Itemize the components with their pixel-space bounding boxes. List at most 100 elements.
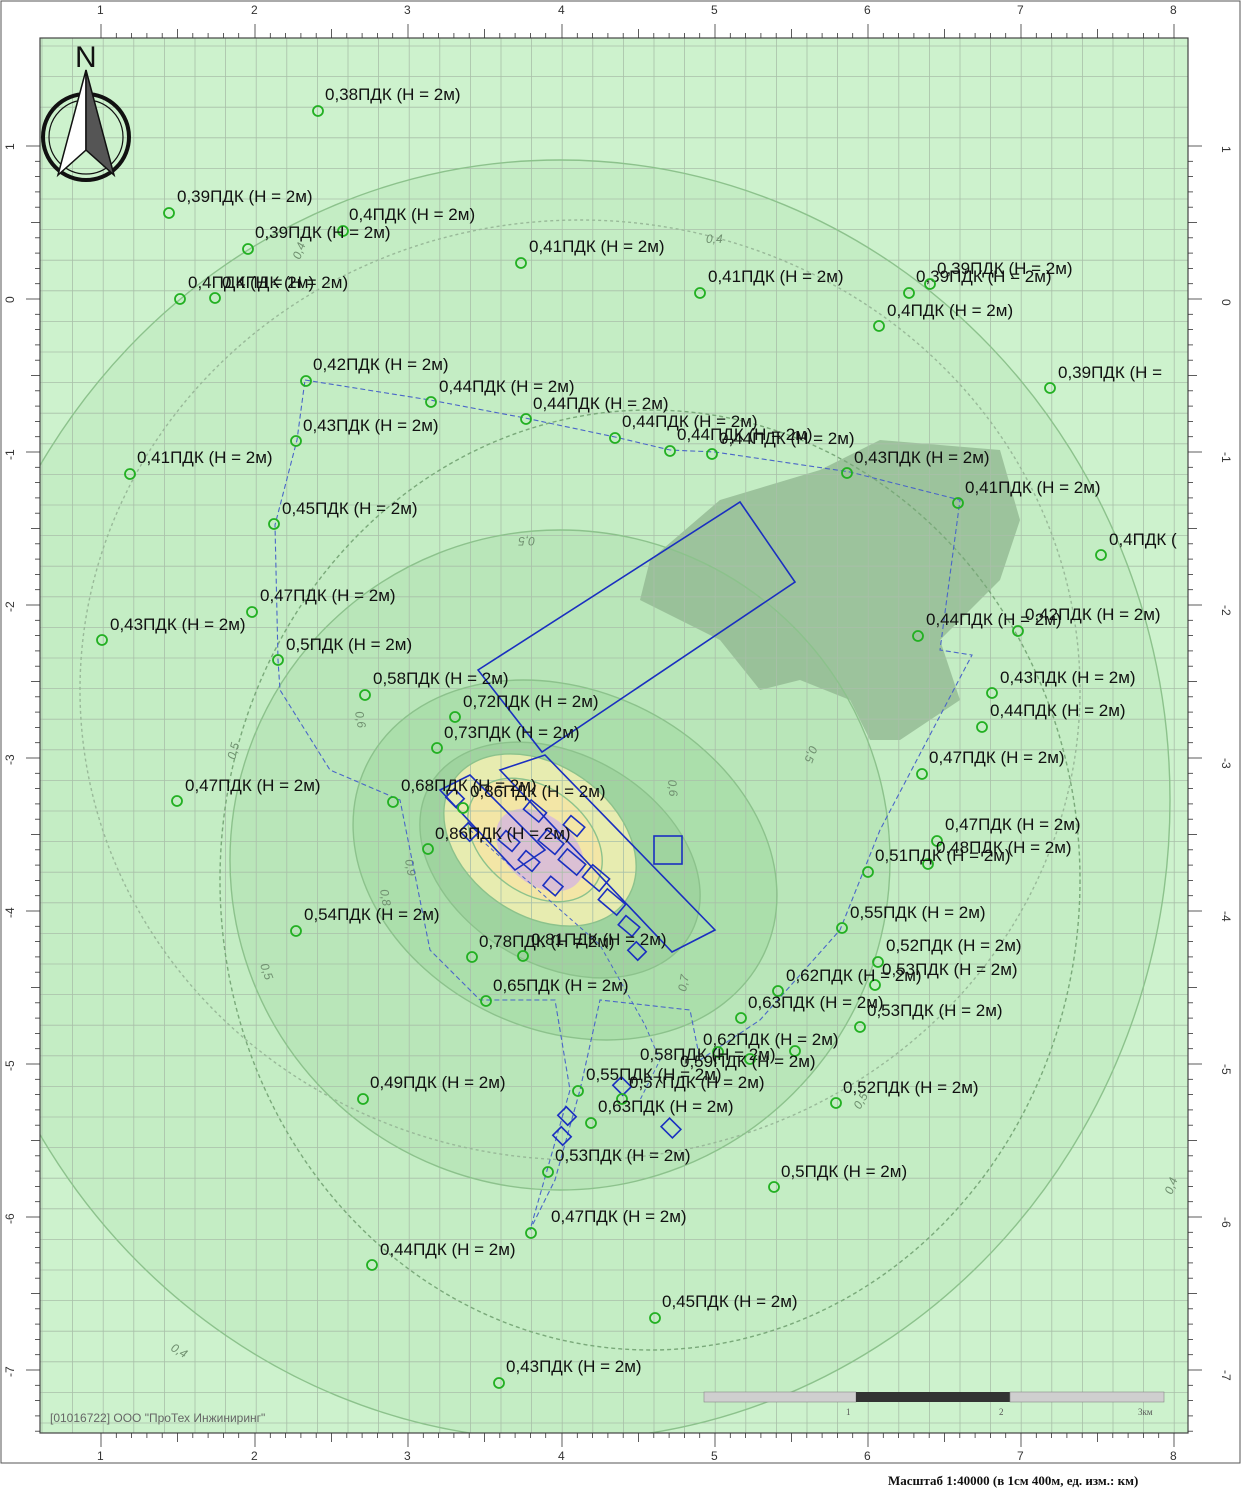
calc-point-marker[interactable]: [542, 1166, 554, 1178]
calc-point[interactable]: 0,43ПДК (Н = 2м): [986, 668, 1136, 699]
calc-point[interactable]: 0,4ПДК (Н = 2м): [174, 273, 314, 305]
calc-point[interactable]: 0,65ПДК (Н = 2м): [480, 976, 629, 1007]
calc-point[interactable]: 0,39ПДК (Н = 2м): [903, 267, 1052, 299]
calc-point-marker[interactable]: [922, 858, 934, 870]
calc-point[interactable]: 0,63ПДК (Н = 2м): [735, 993, 884, 1024]
calc-point[interactable]: 0,43ПДК (Н = 2м): [96, 615, 246, 646]
calc-point-marker[interactable]: [515, 257, 527, 269]
calc-point-marker[interactable]: [931, 835, 943, 847]
calc-point-marker[interactable]: [916, 768, 928, 780]
calc-point-marker[interactable]: [290, 925, 302, 937]
calc-point-marker[interactable]: [357, 1093, 369, 1105]
calc-point[interactable]: 0,43ПДК (Н = 2м): [841, 448, 990, 479]
calc-point-marker[interactable]: [772, 985, 784, 997]
calc-point-marker[interactable]: [585, 1117, 597, 1129]
calc-point-marker[interactable]: [735, 1012, 747, 1024]
calc-point-marker[interactable]: [520, 413, 532, 425]
calc-point[interactable]: 0,41ПДК (Н = 2м): [515, 237, 665, 269]
calc-point[interactable]: 0,55ПДК (Н = 2м): [572, 1065, 722, 1097]
calc-point[interactable]: 0,52ПДК (Н = 2м): [830, 1078, 979, 1109]
calc-point-marker[interactable]: [422, 843, 434, 855]
calc-point[interactable]: 0,47ПДК (Н = 2м): [171, 776, 321, 807]
calc-point-marker[interactable]: [830, 1097, 842, 1109]
calc-point[interactable]: 0,52ПДК (Н = 2м): [872, 936, 1022, 968]
calc-point[interactable]: 0,48ПДК (Н = 2м): [922, 838, 1072, 870]
calc-point[interactable]: 0,58ПДК (Н = 2м): [640, 1045, 776, 1064]
calc-point-marker[interactable]: [572, 1085, 584, 1097]
calc-point[interactable]: 0,42ПДК (Н = 2м): [300, 355, 449, 387]
calc-point[interactable]: 0,53ПДК (Н = 2м): [869, 960, 1018, 991]
calc-point-marker[interactable]: [96, 634, 108, 646]
calc-point-marker[interactable]: [425, 396, 437, 408]
calc-point-marker[interactable]: [174, 293, 186, 305]
calc-point[interactable]: 0,47ПДК (Н = 2м): [916, 748, 1065, 780]
calc-point-marker[interactable]: [744, 1053, 756, 1065]
calc-point[interactable]: 0,58ПДК (Н = 2м): [359, 669, 509, 701]
calc-point[interactable]: 0,4ПДК (Н = 2м): [337, 205, 475, 237]
calc-point[interactable]: 0,44ПДК (Н = 2м): [976, 701, 1126, 733]
calc-point-marker[interactable]: [312, 105, 324, 117]
calc-point[interactable]: 0,39ПДК (Н = 2м): [924, 259, 1073, 290]
calc-point-marker[interactable]: [466, 951, 478, 963]
calc-point-marker[interactable]: [616, 1093, 628, 1105]
calc-point[interactable]: 0,44ПДК (Н = 2м): [664, 425, 813, 457]
calc-point-marker[interactable]: [869, 979, 881, 991]
calc-point-marker[interactable]: [493, 1377, 505, 1389]
calc-point[interactable]: 0,63ПДК (Н = 2м): [585, 1097, 734, 1129]
calc-point[interactable]: 0,43ПДК (Н = 2м): [290, 416, 439, 447]
calc-point-marker[interactable]: [873, 320, 885, 332]
calc-point-marker[interactable]: [525, 1227, 537, 1239]
calc-point-marker[interactable]: [609, 432, 621, 444]
calc-point-marker[interactable]: [694, 287, 706, 299]
calc-point-marker[interactable]: [1012, 625, 1024, 637]
calc-point-marker[interactable]: [1044, 382, 1056, 394]
calc-point-marker[interactable]: [337, 225, 349, 237]
calc-point[interactable]: 0,54ПДК (Н = 2м): [290, 905, 440, 937]
calc-point-marker[interactable]: [986, 687, 998, 699]
calc-point[interactable]: 0,73ПДК (Н = 2м): [431, 723, 580, 754]
calc-point-marker[interactable]: [449, 711, 461, 723]
calc-point-marker[interactable]: [290, 435, 302, 447]
calc-point[interactable]: 0,39ПДК (Н = 2м): [242, 223, 391, 255]
calc-point-marker[interactable]: [387, 796, 399, 808]
calc-point-marker[interactable]: [841, 467, 853, 479]
calc-point-marker[interactable]: [952, 497, 964, 509]
calc-point-marker[interactable]: [903, 287, 915, 299]
calc-point-marker[interactable]: [649, 1312, 661, 1324]
calc-point-marker[interactable]: [124, 468, 136, 480]
calc-point[interactable]: 0,41ПДК (Н = 2м): [694, 267, 844, 299]
calc-point[interactable]: 0,5ПДК (Н = 2м): [768, 1162, 907, 1193]
calc-point[interactable]: 0,68ПДК (Н = 2м): [387, 776, 537, 808]
calc-point-marker[interactable]: [163, 207, 175, 219]
calc-point[interactable]: 0,41ПДК (Н = 2м): [952, 478, 1101, 509]
calc-point-marker[interactable]: [872, 956, 884, 968]
calc-point[interactable]: 0,57ПДК (Н = 2м): [616, 1073, 765, 1105]
calc-point[interactable]: 0,44ПДК (Н = 2м): [609, 412, 758, 444]
calc-point[interactable]: 0,81ПДК (Н = 2м): [517, 930, 667, 962]
calc-point-marker[interactable]: [480, 995, 492, 1007]
calc-point[interactable]: 0,62ПДК (Н = 2м): [703, 1030, 839, 1057]
calc-point-marker[interactable]: [789, 1045, 801, 1057]
calc-point[interactable]: 0,44ПДК (Н = 2м): [425, 377, 575, 408]
calc-point-marker[interactable]: [171, 795, 183, 807]
calc-point-marker[interactable]: [912, 630, 924, 642]
calc-point[interactable]: 0,42ПДК (Н = 2м): [1012, 605, 1161, 637]
calc-point[interactable]: 0,49ПДК (Н = 2м): [357, 1073, 506, 1105]
calc-point[interactable]: 0,4ПДК (Н = 2м): [209, 273, 348, 304]
calc-point[interactable]: 0,86ПДК (Н = 2м): [457, 782, 606, 814]
calc-point-marker[interactable]: [862, 866, 874, 878]
calc-point-marker[interactable]: [854, 1021, 866, 1033]
calc-point-marker[interactable]: [712, 1046, 724, 1058]
calc-point[interactable]: 0,47ПДК (Н = 2м): [246, 586, 396, 618]
calc-point-marker[interactable]: [246, 606, 258, 618]
calc-point[interactable]: 0,43ПДК (Н = 2м): [493, 1357, 642, 1389]
calc-point[interactable]: 0,4ПДК (: [1095, 530, 1177, 561]
calc-point[interactable]: 0,72ПДК (Н = 2м): [449, 692, 599, 723]
calc-point-marker[interactable]: [457, 802, 469, 814]
calc-point[interactable]: 0,47ПДК (Н = 2м): [525, 1207, 687, 1239]
calc-point-marker[interactable]: [836, 922, 848, 934]
calc-point[interactable]: 0,45ПДК (Н = 2м): [268, 499, 418, 530]
calc-point-marker[interactable]: [924, 278, 936, 290]
calc-point-marker[interactable]: [706, 448, 718, 460]
calc-point[interactable]: 0,4ПДК (Н = 2м): [873, 301, 1013, 332]
